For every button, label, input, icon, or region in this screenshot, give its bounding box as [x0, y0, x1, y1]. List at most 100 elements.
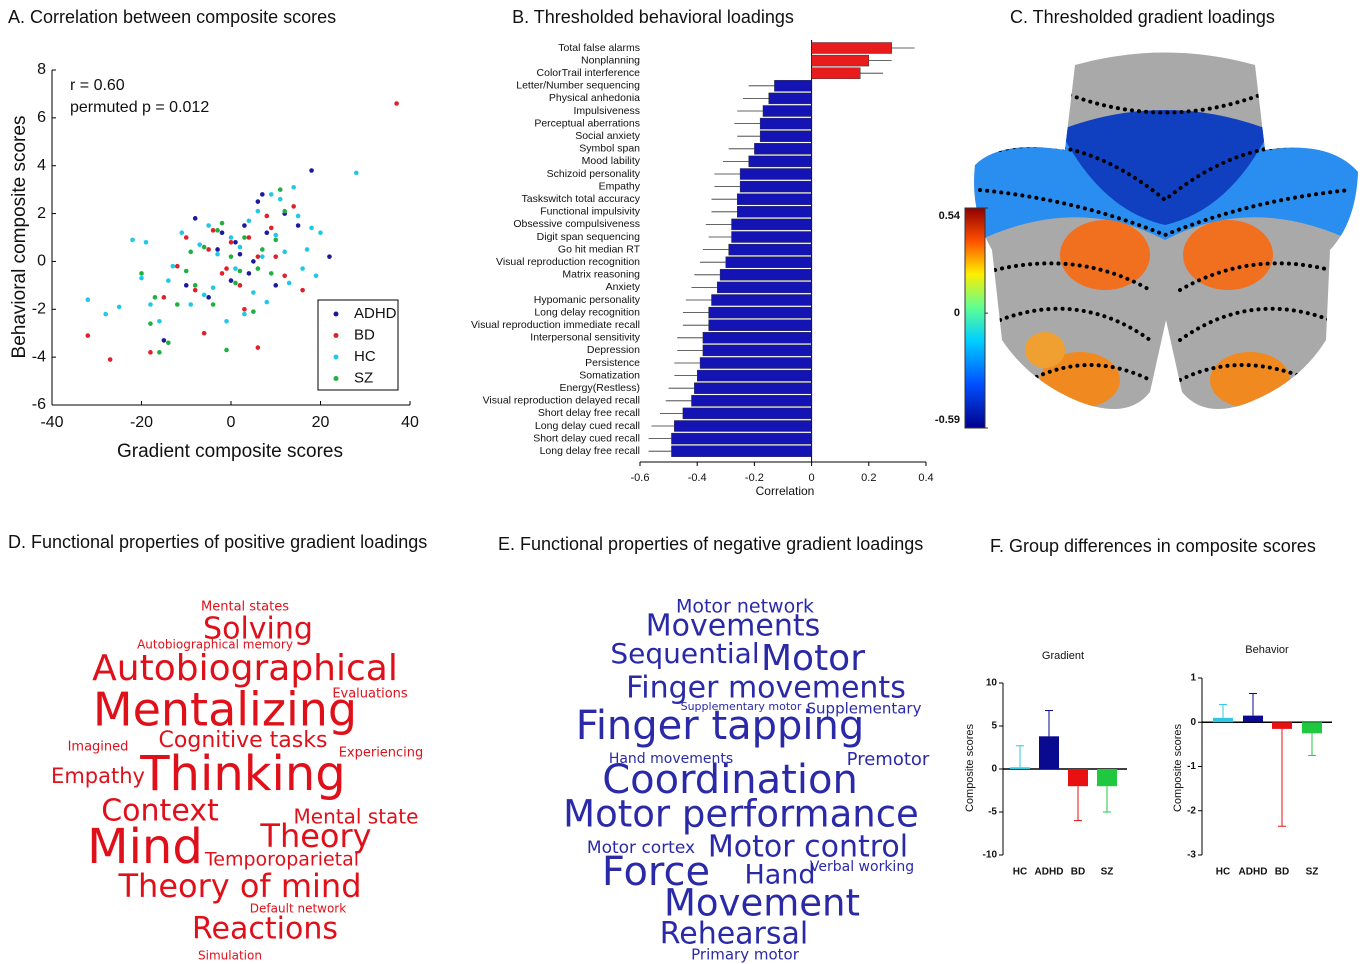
point	[304, 247, 310, 252]
bar	[671, 432, 812, 445]
y-tick-label: 2	[37, 205, 46, 222]
point	[224, 318, 229, 324]
bar	[691, 395, 812, 407]
bar	[1243, 715, 1263, 723]
point	[327, 254, 332, 259]
category-label: Taskswitch total accuracy	[522, 193, 641, 205]
category-label: Persistence	[585, 357, 640, 369]
cloud-word: Theory	[259, 817, 371, 855]
cloud-word: Motor control	[708, 830, 908, 865]
point	[251, 309, 256, 314]
point	[291, 184, 296, 190]
category-label: Anxiety	[606, 281, 641, 293]
point	[394, 101, 399, 106]
category-label: Physical anhedonia	[549, 92, 640, 104]
bar	[731, 231, 812, 243]
x-tick-label: ADHD	[1239, 867, 1268, 878]
cloud-word: Thinking	[139, 746, 346, 802]
point	[103, 311, 108, 317]
point	[291, 204, 296, 209]
y-tick-label: 1	[1190, 673, 1196, 684]
point	[139, 275, 144, 281]
point	[282, 273, 288, 279]
point	[85, 333, 91, 338]
bar	[702, 344, 812, 357]
legend-marker	[333, 311, 339, 317]
point	[273, 254, 279, 259]
bar	[699, 357, 812, 369]
colorbar-tick-label: 0	[954, 307, 960, 319]
point	[175, 302, 180, 307]
bar	[739, 180, 812, 193]
bar	[1010, 767, 1030, 769]
point	[273, 232, 279, 238]
point	[237, 244, 243, 250]
point	[210, 228, 216, 233]
bar	[1039, 736, 1059, 769]
bar	[768, 92, 812, 105]
point	[188, 302, 194, 307]
x-tick-label: -0.6	[631, 472, 650, 484]
cloud-word: Rehearsal	[660, 917, 809, 952]
category-label: Visual reproduction delayed recall	[483, 395, 640, 407]
point	[228, 235, 234, 240]
cloud-word: Autobiographical	[92, 648, 398, 689]
bar	[737, 206, 812, 218]
point	[273, 283, 279, 288]
panel-title: F. Group differences in composite scores	[990, 536, 1316, 556]
point	[300, 287, 305, 293]
legend-label: ADHD	[354, 305, 397, 322]
y-tick-label: -3	[1187, 850, 1196, 861]
x-tick-label: SZ	[1306, 867, 1319, 878]
category-label: Social anxiety	[575, 130, 641, 142]
y-tick-label: 0	[37, 253, 46, 270]
point	[228, 239, 234, 245]
y-axis-label: Composite scores	[1172, 723, 1184, 812]
bar	[702, 332, 812, 344]
cloud-word: Primary motor	[691, 946, 800, 964]
point	[246, 218, 252, 224]
y-tick-label: -1	[1187, 761, 1196, 772]
point	[286, 280, 292, 286]
cloud-word: Motor	[761, 638, 865, 679]
point	[242, 235, 247, 240]
cloud-word: Supplementary	[807, 700, 922, 718]
bar	[725, 256, 812, 268]
panel-title: E. Functional properties of negative gra…	[498, 534, 923, 554]
bar	[739, 168, 812, 180]
cloud-word: Verbal working	[810, 859, 914, 875]
category-label: Visual reproduction immediate recall	[471, 319, 640, 331]
point	[309, 168, 314, 173]
x-tick-label: 0	[809, 472, 815, 484]
point	[300, 266, 305, 271]
point	[260, 247, 265, 252]
y-tick-label: 5	[991, 721, 997, 732]
bar	[762, 105, 812, 117]
y-axis-label: Behavioral composite scores	[9, 116, 30, 359]
cloud-word: Finger movements	[626, 671, 906, 706]
point	[188, 249, 194, 255]
point	[268, 192, 274, 197]
panel-title: B. Thresholded behavioral loadings	[512, 7, 794, 27]
point	[130, 237, 135, 243]
point	[201, 330, 207, 336]
point	[264, 230, 270, 236]
cloud-word: Coordination	[602, 757, 858, 803]
category-label: Perceptual aberrations	[534, 117, 640, 129]
point	[107, 357, 113, 362]
cloud-word: Sequential	[610, 637, 759, 670]
cloud-word: Default network	[250, 902, 346, 916]
x-tick-label: 0.2	[861, 472, 876, 484]
bar	[694, 382, 812, 394]
point	[295, 213, 301, 219]
point	[152, 295, 158, 300]
cloud-word: Movement	[664, 882, 860, 925]
bar	[811, 42, 892, 54]
point	[309, 225, 314, 231]
point	[219, 230, 225, 236]
bar	[1068, 769, 1088, 787]
bar	[711, 294, 812, 306]
cloud-word: Imagined	[68, 740, 129, 755]
x-tick-label: 0	[227, 414, 236, 431]
